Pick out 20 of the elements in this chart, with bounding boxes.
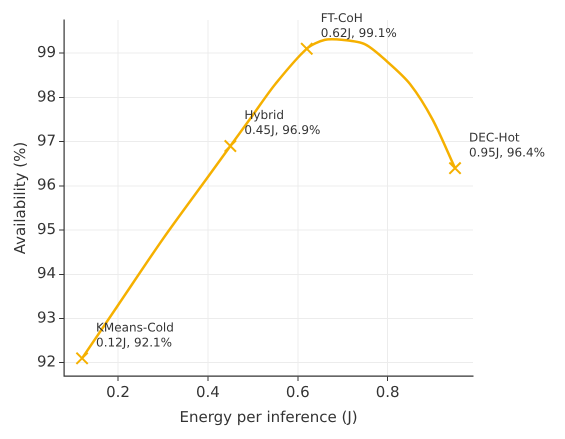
point [448,161,462,175]
x-axis-title: Energy per inference (J) [179,408,358,426]
y-axis-title: Availability (%) [10,142,29,254]
y-tick-label: 94 [36,264,56,282]
y-tick-label: 99 [36,43,56,62]
x-tick-label: 0.2 [106,382,130,401]
x-tick-label: 0.4 [196,382,220,401]
y-tick-label: 96 [36,176,56,194]
y-tick-label: 92 [36,352,56,371]
y-tick-label: 98 [36,87,56,106]
point [224,139,238,153]
y-tick-label: 97 [36,132,56,150]
y-tick-label: 93 [36,308,56,326]
x-tick-label: 0.8 [376,382,400,401]
point [300,42,314,56]
point [75,352,89,365]
annotation: DEC-Hot 0.95J, 96.4% [469,130,546,160]
y-tick-label: 95 [36,220,56,238]
annotation: FT-CoH 0.62J, 99.1% [320,10,397,40]
x-tick-label: 0.6 [286,382,310,401]
